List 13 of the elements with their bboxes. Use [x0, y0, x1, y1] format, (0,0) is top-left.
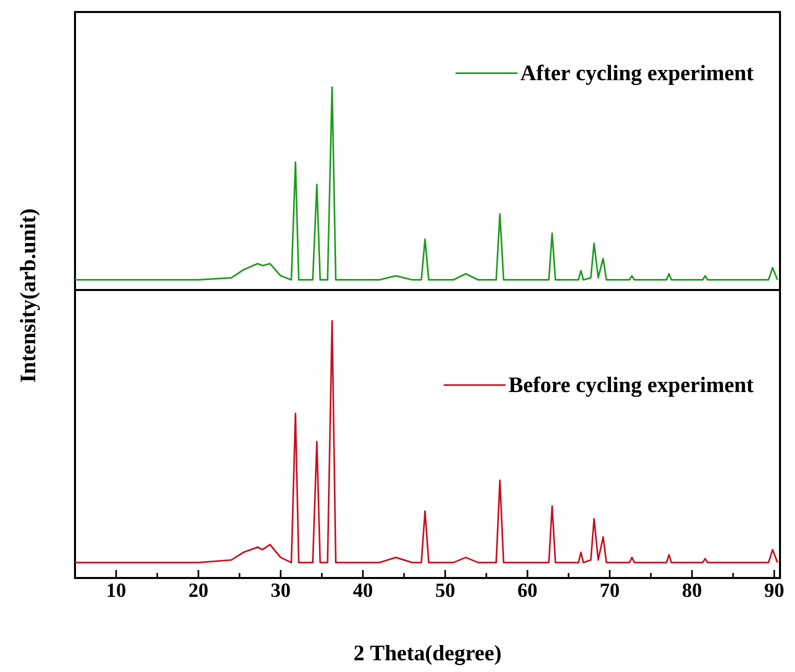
y-axis-title: Intensity(arb.unit): [20, 209, 40, 382]
x-tick-label: 80: [682, 584, 702, 598]
x-axis-title: 2 Theta(degree): [354, 644, 501, 666]
x-tick-label: 10: [108, 584, 126, 598]
x-tick-label: 90: [764, 584, 784, 598]
x-tick-label: 30: [271, 584, 290, 598]
x-tick-label: 50: [436, 584, 454, 598]
legend-label: After cycling experiment: [520, 64, 754, 86]
x-tick-label: 20: [189, 584, 208, 598]
x-tick-label: 70: [600, 584, 619, 598]
x-tick-label: 60: [518, 584, 537, 598]
x-tick-label: 40: [353, 584, 372, 598]
legend-label: Before cycling experiment: [508, 376, 754, 397]
